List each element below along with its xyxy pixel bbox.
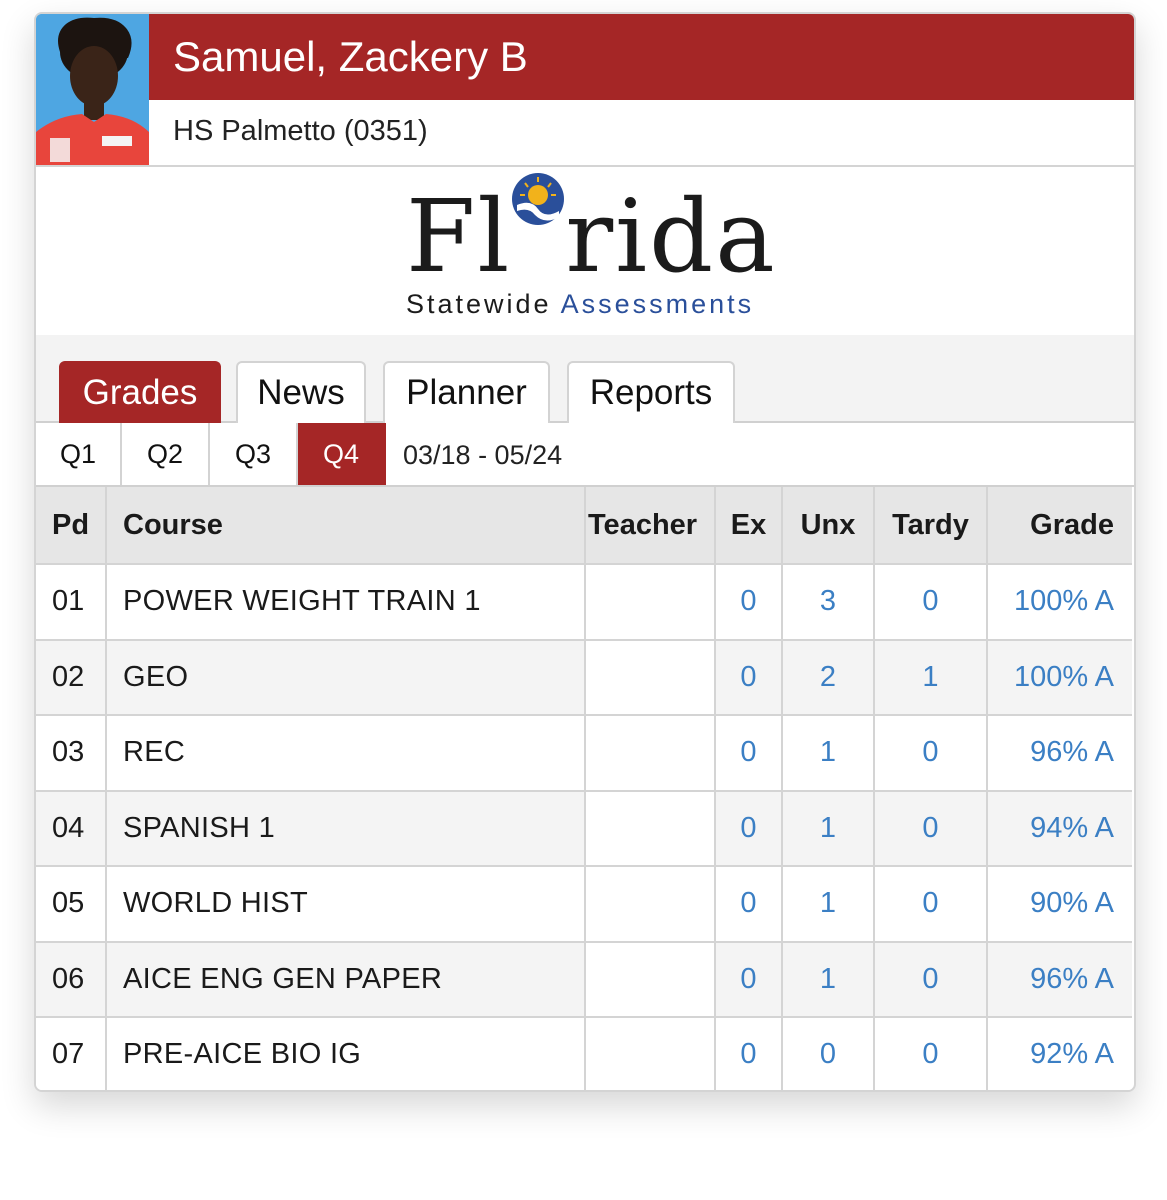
row-course: SPANISH 1	[106, 790, 586, 867]
row-unexcused-absences[interactable]: 1	[782, 715, 875, 792]
row-course: WORLD HIST	[106, 866, 586, 943]
tab-news[interactable]: News	[236, 361, 366, 423]
row-grade[interactable]: 94% A	[987, 790, 1132, 867]
logo-sub-right: Assessments	[560, 289, 755, 319]
student-card: Samuel, Zackery B HS Palmetto (0351) Fl …	[34, 12, 1136, 1092]
student-header: Samuel, Zackery B HS Palmetto (0351)	[36, 14, 1134, 167]
row-unexcused-absences[interactable]: 3	[782, 564, 875, 641]
row-teacher	[585, 564, 716, 641]
grades-table: Pd Course Teacher Ex Unx Tardy Grade 01 …	[36, 487, 1132, 1090]
row-course: REC	[106, 715, 586, 792]
main-tabs: Grades News Planner Reports	[36, 335, 1134, 423]
table-row[interactable]: 04 SPANISH 1 0 1 0 94% A	[36, 790, 1132, 867]
row-excused-absences[interactable]: 0	[715, 790, 783, 867]
row-teacher	[585, 639, 716, 716]
header-ex[interactable]: Ex	[715, 487, 783, 565]
row-period: 01	[36, 564, 107, 641]
header-tardy[interactable]: Tardy	[874, 487, 988, 565]
row-unexcused-absences[interactable]: 1	[782, 941, 875, 1018]
row-tardies[interactable]: 0	[874, 1017, 988, 1090]
row-excused-absences[interactable]: 0	[715, 1017, 783, 1090]
row-excused-absences[interactable]: 0	[715, 866, 783, 943]
row-grade[interactable]: 90% A	[987, 866, 1132, 943]
row-teacher	[585, 1017, 716, 1090]
table-row[interactable]: 06 AICE ENG GEN PAPER 0 1 0 96% A	[36, 941, 1132, 1018]
header-grade[interactable]: Grade	[987, 487, 1132, 565]
row-teacher	[585, 866, 716, 943]
row-period: 03	[36, 715, 107, 792]
row-unexcused-absences[interactable]: 1	[782, 790, 875, 867]
quarter-q3[interactable]: Q3	[210, 423, 298, 485]
row-teacher	[585, 715, 716, 792]
row-tardies[interactable]: 0	[874, 715, 988, 792]
logo-wordmark: Fl rida	[406, 173, 777, 287]
row-unexcused-absences[interactable]: 2	[782, 639, 875, 716]
date-range: 03/18 - 05/24	[403, 440, 563, 470]
row-grade[interactable]: 96% A	[987, 941, 1132, 1018]
row-teacher	[585, 790, 716, 867]
logo-sub-left: Statewide	[406, 289, 552, 319]
table-row[interactable]: 03 REC 0 1 0 96% A	[36, 715, 1132, 792]
row-tardies[interactable]: 0	[874, 790, 988, 867]
quarter-selector: Q1 Q2 Q3 Q4 03/18 - 05/24	[36, 423, 1134, 487]
table-row[interactable]: 05 WORLD HIST 0 1 0 90% A	[36, 866, 1132, 943]
tab-reports[interactable]: Reports	[567, 361, 735, 423]
header-pd[interactable]: Pd	[36, 487, 107, 565]
quarter-q2[interactable]: Q2	[122, 423, 210, 485]
row-grade[interactable]: 96% A	[987, 715, 1132, 792]
logo-word-right: rida	[565, 178, 777, 295]
logo-subtitle: Statewide Assessments	[406, 289, 754, 320]
row-teacher	[585, 941, 716, 1018]
student-name: Samuel, Zackery B	[149, 14, 1134, 100]
header-unx[interactable]: Unx	[782, 487, 875, 565]
row-period: 02	[36, 639, 107, 716]
quarter-q1[interactable]: Q1	[36, 423, 122, 485]
sun-emblem-icon	[511, 173, 565, 271]
row-course: PRE-AICE BIO IG	[106, 1017, 586, 1090]
table-row[interactable]: 01 POWER WEIGHT TRAIN 1 0 3 0 100% A	[36, 564, 1132, 641]
row-grade[interactable]: 100% A	[987, 639, 1132, 716]
row-period: 04	[36, 790, 107, 867]
row-course: GEO	[106, 639, 586, 716]
row-grade[interactable]: 92% A	[987, 1017, 1132, 1090]
row-excused-absences[interactable]: 0	[715, 715, 783, 792]
table-header-row: Pd Course Teacher Ex Unx Tardy Grade	[36, 487, 1132, 565]
row-unexcused-absences[interactable]: 1	[782, 866, 875, 943]
row-tardies[interactable]: 0	[874, 564, 988, 641]
tab-planner[interactable]: Planner	[383, 361, 550, 423]
header-teacher[interactable]: Teacher	[585, 487, 716, 565]
row-tardies[interactable]: 1	[874, 639, 988, 716]
row-period: 07	[36, 1017, 107, 1090]
row-excused-absences[interactable]: 0	[715, 941, 783, 1018]
school-name: HS Palmetto (0351)	[173, 115, 428, 147]
row-course: POWER WEIGHT TRAIN 1	[106, 564, 586, 641]
row-excused-absences[interactable]: 0	[715, 639, 783, 716]
row-course: AICE ENG GEN PAPER	[106, 941, 586, 1018]
florida-logo: Fl rida Statewide Assessments	[36, 167, 1134, 335]
quarter-q4[interactable]: Q4	[298, 423, 386, 485]
tab-grades[interactable]: Grades	[59, 361, 221, 423]
student-photo	[36, 14, 149, 165]
row-period: 06	[36, 941, 107, 1018]
row-grade[interactable]: 100% A	[987, 564, 1132, 641]
row-unexcused-absences[interactable]: 0	[782, 1017, 875, 1090]
table-row[interactable]: 02 GEO 0 2 1 100% A	[36, 639, 1132, 716]
row-excused-absences[interactable]: 0	[715, 564, 783, 641]
header-course[interactable]: Course	[106, 487, 586, 565]
table-row[interactable]: 07 PRE-AICE BIO IG 0 0 0 92% A	[36, 1017, 1132, 1090]
row-tardies[interactable]: 0	[874, 941, 988, 1018]
row-period: 05	[36, 866, 107, 943]
row-tardies[interactable]: 0	[874, 866, 988, 943]
logo-word-left: Fl	[406, 178, 512, 295]
